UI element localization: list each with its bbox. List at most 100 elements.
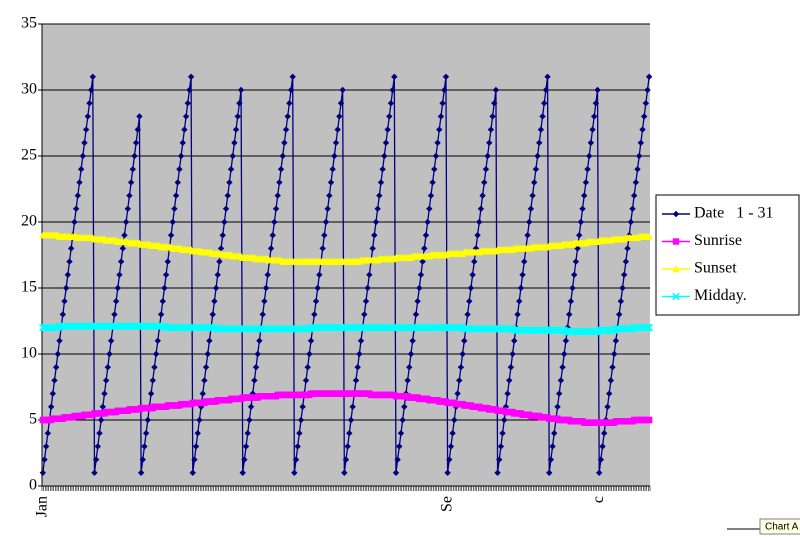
data-point: [94, 443, 102, 450]
data-point: [89, 73, 97, 80]
data-point: [136, 113, 143, 120]
data-point: [622, 258, 630, 265]
data-point: [526, 218, 533, 226]
data-point: [610, 350, 618, 358]
data-point: [154, 337, 161, 344]
data-point: [164, 258, 171, 265]
data-point: [242, 443, 250, 450]
data-point: [356, 350, 363, 358]
data-point: [139, 456, 146, 463]
data-point: [366, 271, 373, 278]
data-point: [341, 469, 348, 476]
data-point: [119, 245, 126, 252]
data-point: [222, 205, 230, 212]
data-point: [536, 139, 543, 146]
data-point: [587, 139, 595, 146]
data-point: [451, 416, 458, 424]
data-point: [297, 416, 305, 424]
data-point: [277, 166, 285, 173]
data-point: [116, 271, 123, 278]
data-point: [511, 337, 518, 344]
data-point: [645, 232, 653, 240]
data-point: [39, 469, 47, 476]
data-point: [246, 416, 253, 424]
data-point: [507, 364, 515, 371]
y-tick-label: 10: [21, 345, 37, 362]
data-point: [231, 139, 238, 146]
data-point: [124, 205, 131, 212]
data-point: [554, 403, 561, 410]
data-point: [96, 430, 103, 437]
data-point: [67, 245, 75, 252]
data-point: [247, 403, 255, 410]
data-point: [226, 179, 233, 186]
data-point: [72, 205, 80, 212]
data-point: [344, 443, 351, 450]
data-point: [461, 337, 468, 344]
data-point: [287, 86, 295, 94]
data-point: [322, 218, 330, 226]
data-point: [537, 126, 545, 133]
data-point: [211, 298, 218, 305]
data-point: [446, 456, 453, 463]
data-point: [127, 179, 135, 186]
data-point: [376, 192, 383, 199]
data-point: [299, 403, 306, 410]
data-point: [352, 377, 360, 384]
data-point: [316, 271, 323, 278]
data-point: [532, 166, 540, 173]
data-point: [241, 456, 248, 463]
data-point: [196, 416, 203, 424]
legend-label: Midday.: [694, 287, 747, 304]
data-point: [101, 390, 108, 397]
data-point: [272, 205, 280, 212]
data-point: [464, 311, 471, 318]
data-point: [192, 443, 200, 450]
legend-label: Sunset: [694, 260, 737, 277]
data-point: [576, 232, 583, 239]
data-point: [349, 403, 356, 410]
data-point: [176, 166, 183, 173]
data-point: [449, 430, 456, 437]
data-point: [167, 232, 175, 239]
data-point: [417, 271, 425, 278]
data-point: [189, 469, 196, 476]
data-point: [77, 166, 85, 173]
data-point: [634, 166, 641, 173]
data-point: [217, 245, 225, 252]
data-point: [489, 113, 496, 120]
data-point: [104, 364, 111, 371]
data-point: [594, 86, 601, 94]
data-point: [161, 284, 168, 292]
data-point: [569, 284, 576, 292]
data-point: [459, 350, 466, 358]
data-point: [612, 337, 620, 344]
data-point: [184, 100, 191, 107]
data-point: [599, 443, 606, 450]
legend: Date 1 - 31 Sunrise Sunset Midday.: [655, 194, 800, 316]
data-point: [269, 232, 276, 239]
data-point: [547, 456, 555, 463]
data-point: [624, 245, 631, 252]
data-point: [342, 456, 350, 463]
data-point: [567, 298, 575, 305]
data-point: [354, 364, 361, 371]
data-point: [221, 218, 228, 226]
data-point: [254, 350, 261, 358]
data-point: [574, 245, 581, 252]
data-point: [87, 86, 95, 94]
data-point: [152, 350, 160, 358]
data-point: [571, 271, 578, 278]
data-point: [82, 126, 90, 133]
data-point: [319, 245, 326, 252]
data-point: [289, 73, 296, 80]
data-point: [307, 337, 315, 344]
data-point: [645, 323, 653, 332]
data-point: [294, 443, 301, 450]
data-point: [224, 192, 231, 199]
data-point: [604, 403, 611, 410]
data-point: [121, 232, 128, 239]
data-point: [487, 126, 495, 133]
data-point: [51, 377, 58, 384]
data-point: [486, 139, 493, 146]
